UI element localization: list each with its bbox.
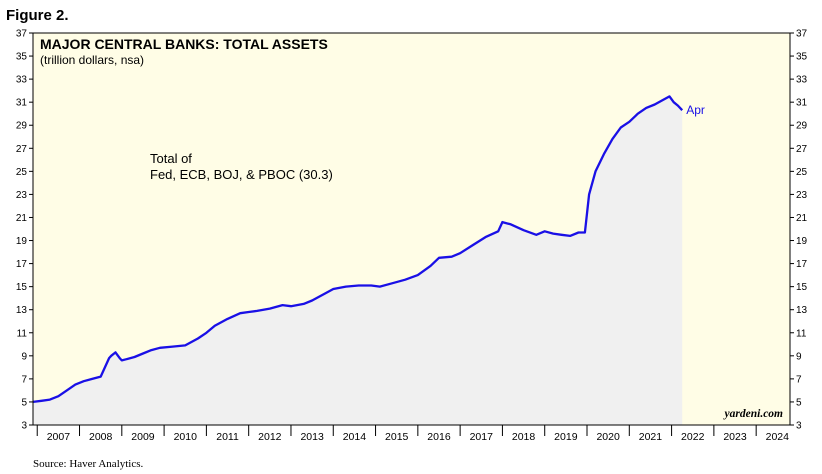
y-tick-label-left: 5 (21, 397, 27, 408)
x-tick-label: 2017 (470, 431, 494, 443)
y-tick-label-right: 5 (796, 397, 802, 408)
x-tick-label: 2016 (427, 431, 451, 443)
x-tick-label: 2015 (385, 431, 409, 443)
x-tick-label: 2021 (639, 431, 663, 443)
y-tick-label-right: 27 (796, 144, 808, 155)
x-tick-label: 2014 (343, 431, 367, 443)
y-tick-label-left: 15 (16, 282, 28, 293)
y-tick-label-right: 13 (796, 305, 808, 316)
x-tick-label: 2022 (681, 431, 705, 443)
x-tick-label: 2009 (131, 431, 155, 443)
y-tick-label-right: 35 (796, 52, 808, 63)
x-tick-label: 2011 (216, 431, 239, 443)
y-tick-label-left: 9 (21, 351, 27, 362)
y-tick-label-left: 23 (16, 190, 28, 201)
y-tick-label-right: 19 (796, 236, 808, 247)
y-tick-label-left: 17 (16, 259, 28, 270)
series-area (33, 96, 683, 426)
figure-label: Figure 2. (6, 7, 69, 24)
annotation-line-2: Fed, ECB, BOJ, & PBOC (30.3) (150, 167, 333, 182)
brand-label: yardeni.com (723, 408, 784, 420)
y-tick-label-right: 37 (796, 29, 808, 40)
x-tick-label: 2007 (47, 431, 71, 443)
x-tick-label: 2008 (89, 431, 113, 443)
y-tick-label-right: 31 (796, 98, 808, 109)
y-tick-label-right: 33 (796, 75, 808, 86)
chart-subtitle: (trillion dollars, nsa) (40, 53, 144, 67)
y-tick-label-left: 35 (16, 52, 28, 63)
y-tick-label-left: 7 (21, 374, 27, 385)
y-tick-label-left: 11 (17, 328, 28, 339)
y-tick-label-right: 17 (796, 259, 808, 270)
y-tick-label-left: 33 (16, 75, 28, 86)
y-tick-label-left: 37 (16, 29, 28, 40)
x-axis: 2007 2008 2009 2010 2011 2012 2013 2014 2015 2016… (36, 425, 790, 443)
chart-title: MAJOR CENTRAL BANKS: TOTAL ASSETS (40, 36, 328, 52)
series-line (32, 95, 684, 404)
x-tick-label: 2024 (766, 431, 790, 443)
y-tick-label-left: 3 (21, 421, 27, 432)
y-tick-label-right: 29 (796, 121, 808, 132)
x-tick-label: 2013 (300, 431, 324, 443)
y-tick-label-right: 7 (796, 374, 802, 385)
y-tick-label-right: 23 (796, 190, 808, 201)
y-tick-label-right: 15 (796, 282, 808, 293)
source-note: Source: Haver Analytics. (33, 458, 144, 470)
y-tick-label-right: 9 (796, 351, 802, 362)
y-tick-label-left: 13 (16, 305, 28, 316)
x-tick-label: 2020 (596, 431, 620, 443)
x-tick-label: 2019 (554, 431, 578, 443)
end-label: Apr (686, 103, 705, 117)
y-tick-label-right: 11 (796, 328, 807, 339)
y-tick-label-left: 19 (16, 236, 28, 247)
y-tick-label-left: 21 (16, 213, 28, 224)
y-tick-label-right: 25 (796, 167, 808, 178)
x-tick-label: 2018 (512, 431, 536, 443)
y-tick-label-left: 31 (16, 98, 28, 109)
x-tick-label: 2023 (723, 431, 747, 443)
y-tick-label-left: 25 (16, 167, 28, 178)
y-tick-label-left: 29 (16, 121, 28, 132)
plot-frame (32, 32, 791, 426)
y-tick-label-left: 27 (16, 144, 28, 155)
x-tick-label: 2012 (258, 431, 282, 443)
annotation-line-1: Total of (150, 151, 192, 166)
x-tick-label: 2010 (174, 431, 198, 443)
y-tick-label-right: 3 (796, 421, 802, 432)
y-tick-label-right: 21 (796, 213, 808, 224)
